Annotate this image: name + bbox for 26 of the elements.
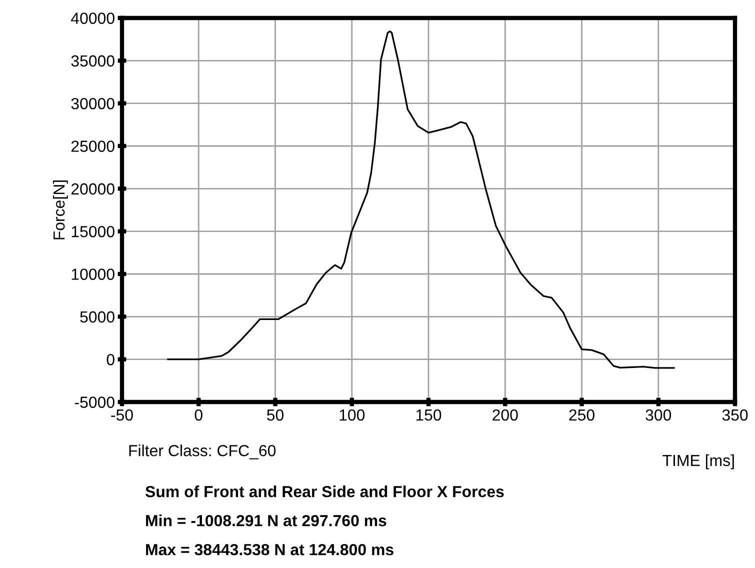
y-tick-label: 30000 [71,98,114,110]
x-tick-label: 50 [267,409,284,421]
x-tick-label: 100 [340,409,365,421]
text: Min = -1008.291 N at 297.760 ms [146,514,386,526]
text: Filter Class: CFC_60 [129,444,276,460]
x-tick-label: 150 [416,409,442,421]
text: Max = 38443.538 N at 124.800 ms [146,544,394,556]
y-tick-label: 20000 [71,183,114,195]
y-axis-title: Force[N] [52,180,68,240]
x-tick-label: 0 [194,409,202,421]
x-tick-label: 350 [722,409,748,421]
text: Sum of Front and Rear Side and Floor X Forces [145,486,504,498]
y-tick-label: -5000 [74,396,114,408]
y-tick-label: 10000 [72,268,114,280]
y-tick-label: 15000 [72,226,114,238]
line-series [167,30,675,369]
y-tick-label: 25000 [71,140,114,152]
y-tick-label: 5000 [80,311,114,323]
y-tick-label: 0 [106,354,114,366]
x-tick-label: -50 [111,409,133,421]
x-tick-label: 250 [569,409,594,421]
y-tick-label: 40000 [71,12,114,24]
x-tick-label: 300 [646,409,672,421]
x-axis-title: TIME [ms] [662,454,734,470]
x-tick-label: 200 [492,409,518,421]
y-tick-label: 35000 [71,55,114,67]
